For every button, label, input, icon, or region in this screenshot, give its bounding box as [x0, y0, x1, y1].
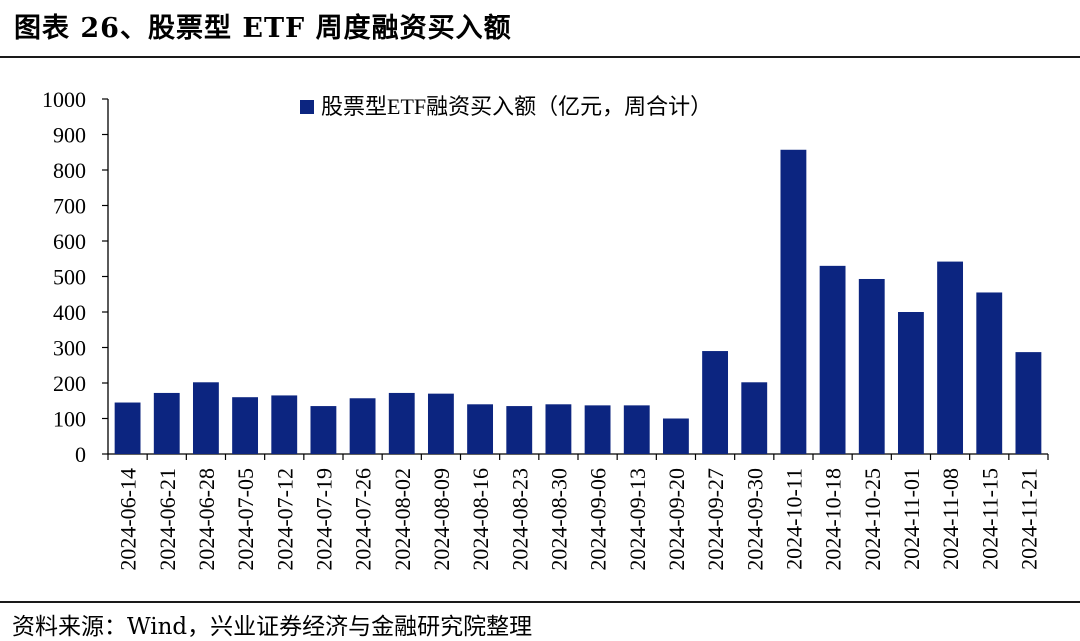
source-note: 资料来源：Wind，兴业证券经济与金融研究院整理	[12, 614, 533, 640]
legend-swatch	[300, 100, 314, 114]
y-tick-label: 100	[53, 407, 86, 432]
x-tick-label: 2024-09-30	[742, 468, 767, 571]
x-tick-label: 2024-10-18	[821, 468, 846, 571]
y-tick-label: 600	[53, 229, 86, 254]
x-tick-label: 2024-06-28	[194, 468, 219, 571]
x-tick-label: 2024-10-11	[781, 468, 806, 570]
bar	[976, 292, 1003, 454]
x-tick-label: 2024-11-15	[977, 468, 1002, 570]
y-tick-label: 900	[53, 123, 86, 148]
bar	[1015, 352, 1042, 454]
bar	[897, 312, 924, 454]
bar	[349, 398, 376, 454]
x-tick-label: 2024-08-16	[468, 468, 493, 571]
bar	[858, 278, 885, 454]
bar	[388, 392, 415, 454]
bars	[114, 149, 1042, 454]
x-tick-label: 2024-11-21	[1016, 468, 1041, 570]
bar	[114, 402, 141, 454]
bar	[702, 351, 729, 454]
y-tick-label: 200	[53, 371, 86, 396]
x-tick-label: 2024-11-01	[899, 468, 924, 570]
bar	[937, 261, 964, 454]
x-tick-label: 2024-08-23	[507, 468, 532, 571]
x-tick-label: 2024-07-05	[233, 468, 258, 571]
x-tick-label: 2024-09-27	[703, 468, 728, 571]
y-tick-label: 400	[53, 300, 86, 325]
bar	[310, 406, 337, 454]
bar	[506, 406, 533, 454]
top-divider	[0, 56, 1080, 58]
x-tick-label: 2024-08-09	[429, 468, 454, 571]
bar	[662, 418, 689, 454]
x-tick-label: 2024-07-19	[311, 468, 336, 571]
x-tick-label: 2024-09-13	[625, 468, 650, 571]
bar	[584, 405, 611, 454]
x-tick-label: 2024-07-12	[272, 468, 297, 571]
x-tick-label: 2024-06-21	[155, 468, 180, 571]
bottom-divider	[0, 601, 1080, 603]
bar	[741, 382, 768, 454]
bar	[780, 149, 807, 454]
x-tick-label: 2024-09-20	[664, 468, 689, 571]
bar	[271, 395, 298, 454]
x-tick-label: 2024-08-02	[390, 468, 415, 571]
bar	[467, 404, 494, 454]
y-axis: 0 100 200 300 400 500 600 700 800 900 1000	[42, 87, 109, 467]
bar	[623, 405, 650, 454]
y-tick-label: 300	[53, 336, 86, 361]
x-tick-label: 2024-09-06	[586, 468, 611, 571]
legend-label: 股票型ETF融资买入额（亿元，周合计）	[321, 94, 712, 119]
y-tick-label: 700	[53, 194, 86, 219]
bar	[427, 393, 454, 454]
figure-title: 图表 26、股票型 ETF 周度融资买入额	[14, 13, 512, 44]
y-tick-label: 800	[53, 158, 86, 183]
chart-legend: 股票型ETF融资买入额（亿元，周合计）	[300, 94, 712, 119]
x-tick-label: 2024-06-14	[116, 468, 141, 571]
bar	[192, 382, 219, 454]
bar	[545, 404, 572, 454]
x-tick-label: 2024-07-26	[351, 468, 376, 571]
y-tick-label: 500	[53, 265, 86, 290]
y-tick-label: 0	[75, 442, 86, 467]
x-axis: 2024-06-14 2024-06-21 2024-06-28 2024-07-05…	[107, 453, 1049, 571]
bar	[153, 392, 180, 454]
bar	[819, 265, 846, 454]
x-tick-label: 2024-11-08	[938, 468, 963, 570]
x-tick-label: 2024-08-30	[546, 468, 571, 571]
bar-chart: 股票型ETF融资买入额（亿元，周合计） 0 100 200 300 400 500 600 7…	[42, 87, 1049, 571]
bar	[232, 397, 259, 454]
x-tick-label: 2024-10-25	[860, 468, 885, 571]
y-tick-label: 1000	[42, 87, 86, 112]
